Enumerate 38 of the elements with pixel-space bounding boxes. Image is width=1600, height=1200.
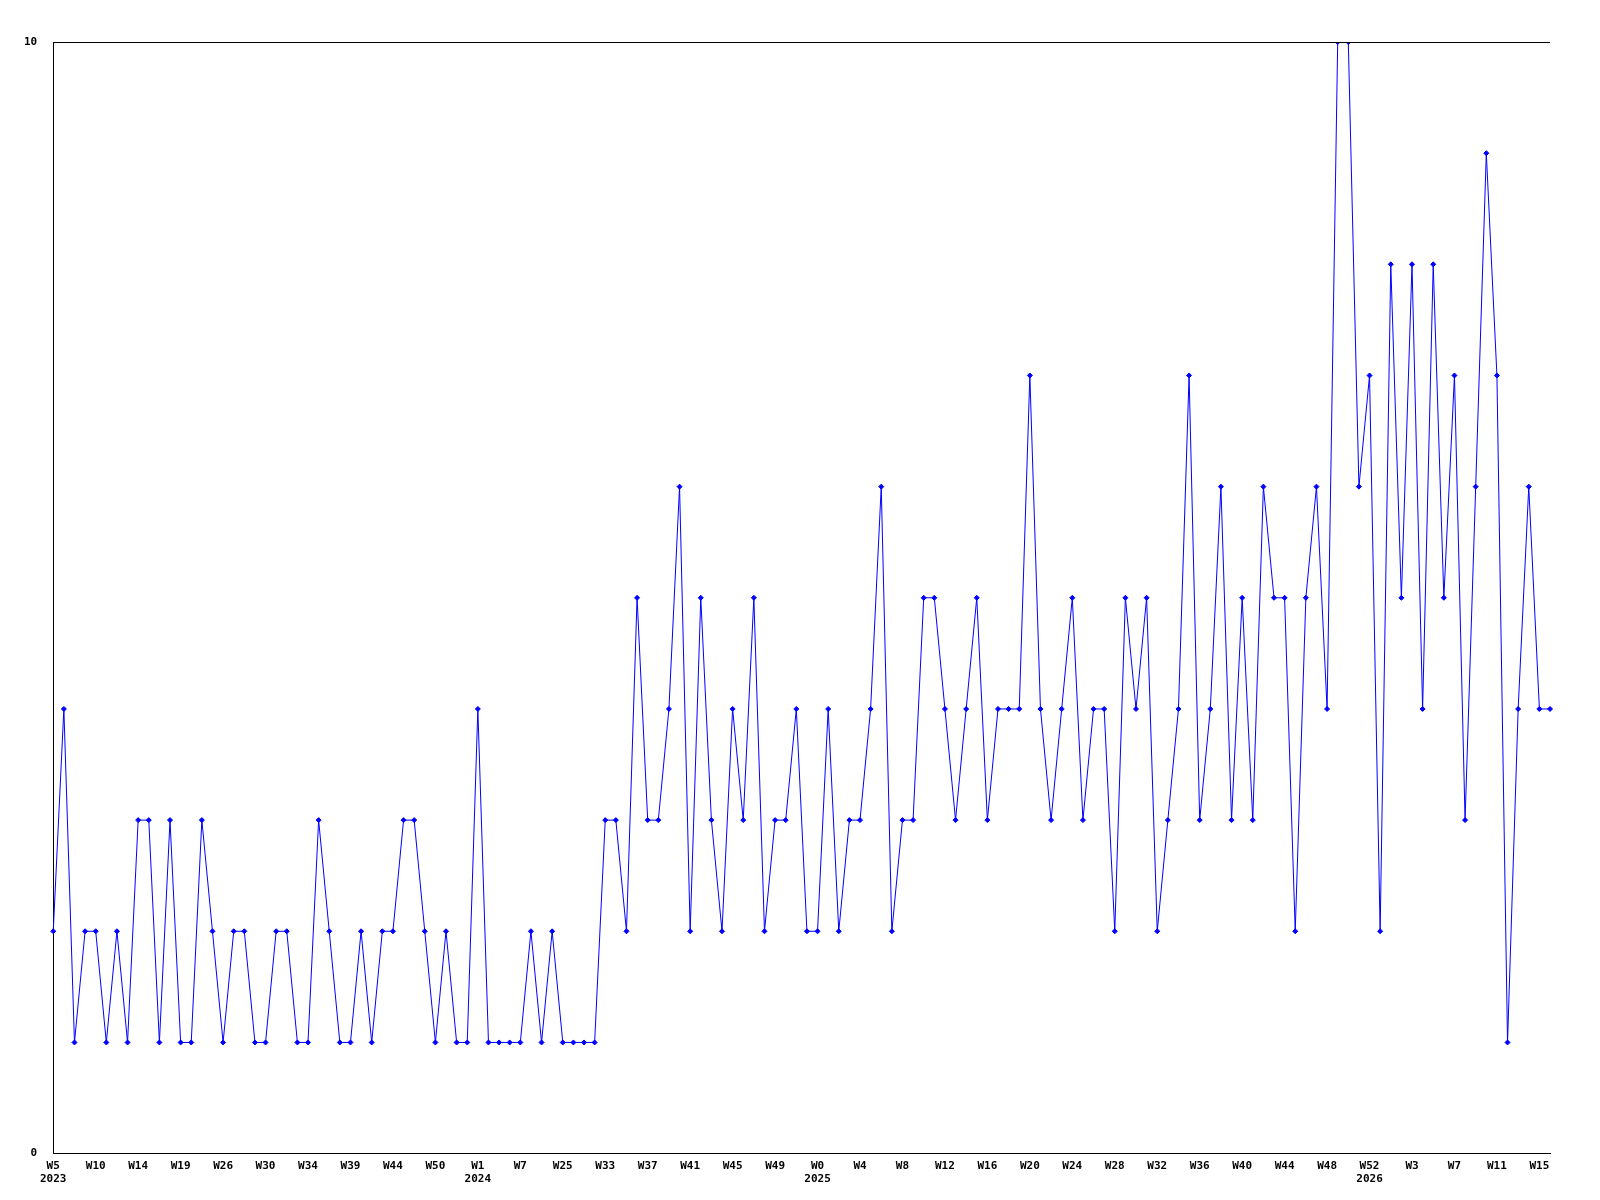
x-tick-label: W50 — [425, 1159, 446, 1173]
x-tick-label: W39 — [340, 1159, 361, 1173]
x-tick-label: W12 — [934, 1159, 955, 1173]
x-tick-label: W45 — [722, 1159, 743, 1173]
x-tick-label: W24 — [1062, 1159, 1083, 1173]
x-tick-label: W32 — [1147, 1159, 1168, 1173]
x-tick-label: W19 — [170, 1159, 191, 1173]
x-tick-label: W4 — [853, 1159, 867, 1173]
x-tick-label: W16 — [977, 1159, 998, 1173]
x-tick-label: W34 — [298, 1159, 319, 1173]
x-tick-label: W44 — [383, 1159, 404, 1173]
y-tick-label: 0 — [30, 1146, 38, 1160]
x-tick-label: W8 — [895, 1159, 910, 1173]
x-tick-label: W7 — [513, 1159, 527, 1173]
x-tick-label: W40 — [1232, 1159, 1253, 1173]
x-tick-label: W28 — [1104, 1159, 1125, 1173]
x-tick-label: W3 — [1405, 1159, 1419, 1173]
x-tick-label: W36 — [1189, 1159, 1210, 1173]
x-tick-label: W48 — [1317, 1159, 1338, 1173]
x-tick-label: W7 — [1447, 1159, 1462, 1173]
x-tick-label: W25 — [552, 1159, 573, 1173]
x-tick-label: W30 — [255, 1159, 276, 1173]
x-tick-label: W49 — [765, 1159, 786, 1173]
x-tick-label: W1 2024 — [464, 1159, 492, 1186]
x-tick-label: W14 — [128, 1159, 149, 1173]
x-tick-label: W15 — [1529, 1159, 1550, 1173]
x-tick-label: W0 2025 — [804, 1159, 831, 1186]
x-tick-label: W10 — [85, 1159, 106, 1173]
x-tick-label: W26 — [213, 1159, 234, 1173]
x-tick-label: W11 — [1486, 1159, 1508, 1173]
x-tick-label: W37 — [637, 1159, 658, 1173]
x-tick-label: W33 — [595, 1159, 616, 1173]
x-tick-label: W20 — [1019, 1159, 1040, 1173]
x-tick-label: W41 — [680, 1159, 701, 1173]
x-tick-label: W5 2023 — [40, 1159, 67, 1186]
x-tick-label: W52 2026 — [1356, 1159, 1384, 1186]
y-tick-label: 10 — [24, 34, 38, 48]
x-tick-label: W44 — [1274, 1159, 1295, 1173]
